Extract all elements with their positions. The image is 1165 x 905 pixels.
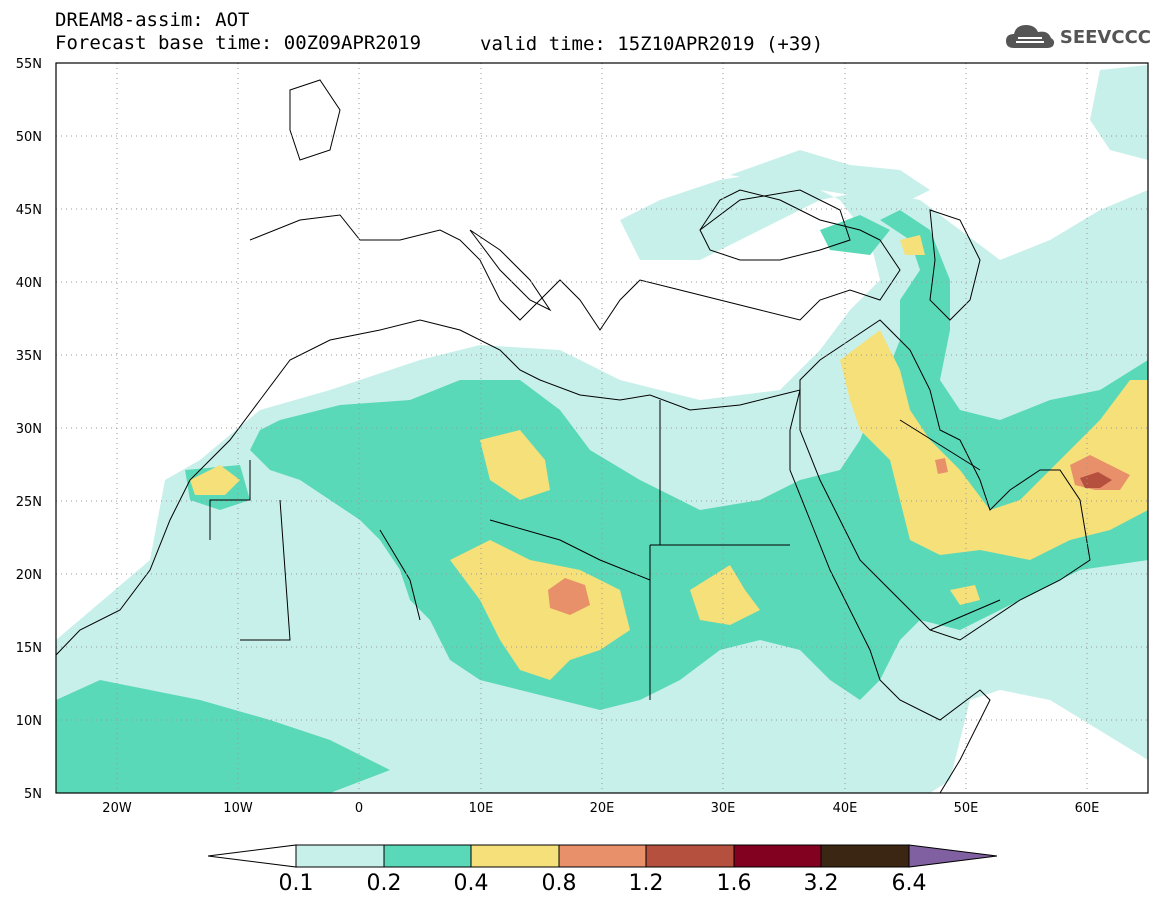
colorbar-label: 0.4 — [453, 871, 489, 896]
lat-label: 45N — [16, 203, 42, 218]
europe-coast — [249, 189, 901, 331]
colorbar-label: 1.2 — [628, 871, 664, 896]
lat-label: 35N — [16, 349, 42, 364]
lon-label: 0 — [355, 801, 363, 816]
lat-label: 50N — [16, 130, 42, 145]
aot-level-0.4-arabia — [840, 330, 1148, 560]
colorbar-bin — [733, 844, 822, 868]
africa-coast — [56, 319, 991, 793]
lat-label: 30N — [16, 422, 42, 437]
lon-label: 50E — [954, 801, 979, 816]
colorbar-label: 0.2 — [366, 871, 402, 896]
aot-shading — [56, 65, 1148, 793]
lon-label: 30E — [711, 801, 736, 816]
colorbar-bin — [820, 844, 910, 868]
aot-level-0.4-algeria — [480, 430, 550, 500]
colorbar-bin — [558, 844, 647, 868]
lat-label: 20N — [16, 568, 42, 583]
aot-level-0.2-dot2 — [820, 215, 890, 255]
aot-level-0.8-gulf — [935, 458, 948, 474]
aot-level-0.4-sudan — [690, 565, 760, 625]
lon-label: 20W — [102, 801, 132, 816]
colorbar-high-arrow — [908, 844, 998, 868]
aot-level-0.4-chad — [450, 540, 630, 680]
black-sea — [699, 189, 851, 261]
border-lines — [209, 400, 1001, 700]
aot-level-0.4-caucasus — [900, 235, 925, 255]
britain — [289, 79, 341, 161]
map-title: DREAM8-assim: AOT — [55, 9, 250, 31]
cloud-icon — [1005, 25, 1054, 48]
lat-label: 10N — [16, 714, 42, 729]
aot-level-1.2-iran — [1080, 472, 1112, 488]
lon-label: 10W — [223, 801, 253, 816]
forecast-base-time: Forecast base time: 00Z09APR2019 — [55, 32, 422, 54]
caspian-sea — [929, 209, 981, 321]
logo-text: SEEVCCC — [1059, 26, 1151, 48]
colorbar-bin — [470, 844, 560, 868]
lat-label: 40N — [16, 276, 42, 291]
lat-axis: 55N 50N 45N 40N 35N 30N 25N 20N 15N 10N … — [16, 57, 42, 802]
colorbar-label: 6.4 — [891, 871, 927, 896]
coastlines — [56, 79, 1091, 793]
aot-level-0.2-west — [56, 680, 390, 793]
lon-label: 60E — [1075, 801, 1100, 816]
lat-label: 25N — [16, 495, 42, 510]
colorbar — [207, 844, 998, 868]
lat-label: 5N — [24, 787, 42, 802]
aot-level-0.1-north — [730, 150, 930, 205]
colorbar-label: 0.8 — [541, 871, 577, 896]
colorbar-bin — [645, 844, 735, 868]
grid — [56, 63, 1148, 793]
lat-label: 15N — [16, 641, 42, 656]
map-frame — [55, 62, 1149, 794]
colorbar-bin — [295, 844, 385, 868]
arabia-coast — [799, 319, 1091, 641]
colorbar-label: 0.1 — [278, 871, 314, 896]
aot-level-0.4-morocco — [190, 465, 240, 495]
colorbar-label: 3.2 — [803, 871, 839, 896]
valid-time: valid time: 15Z10APR2019 (+39) — [480, 33, 824, 55]
lon-label: 10E — [469, 801, 494, 816]
colorbar-low-arrow — [207, 844, 297, 868]
lon-label: 20E — [590, 801, 615, 816]
lon-label: 40E — [833, 801, 858, 816]
lat-label: 55N — [16, 57, 42, 72]
aot-level-0.4-yemen — [950, 585, 980, 605]
lon-axis: 20W 10W 0 10E 20E 30E 40E 50E 60E — [102, 801, 1099, 816]
colorbar-label: 1.6 — [716, 871, 752, 896]
seevccc-logo: SEEVCCC — [1004, 22, 1151, 52]
aot-level-0.8-chad — [548, 578, 590, 615]
aot-level-0.1-east — [1090, 65, 1148, 160]
italy — [469, 229, 552, 312]
colorbar-bin — [383, 844, 472, 868]
